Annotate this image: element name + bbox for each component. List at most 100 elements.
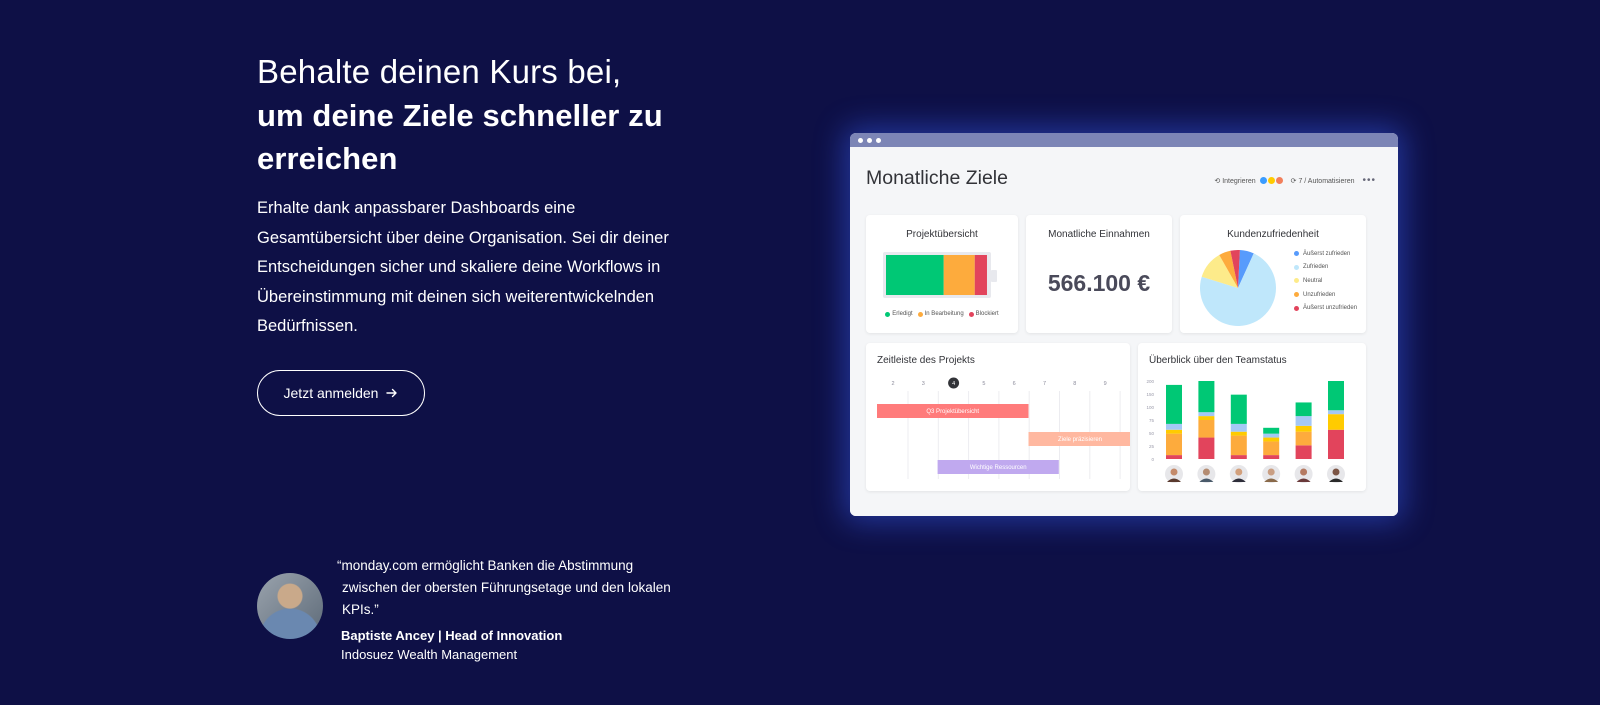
legend-label: Blockiert: [975, 311, 999, 317]
dashboard-toolbar: ⟲ Integrieren ⟳ 7 / Automatisieren •••: [1214, 175, 1376, 186]
automate-label: 7 / Automatisieren: [1298, 177, 1355, 185]
hero-description: Erhalte dank anpassbarer Dashboards eine…: [257, 194, 727, 342]
member-avatar: [1262, 465, 1281, 483]
team-bar-segment: [1166, 433, 1182, 456]
team-y-tick: 150: [1146, 392, 1154, 397]
legend-label: In Bearbeitung: [924, 311, 964, 317]
signup-button[interactable]: Jetzt anmelden: [257, 370, 425, 416]
team-y-tick: 0: [1151, 457, 1154, 462]
member-avatar: [1165, 465, 1183, 483]
progress-segment: [974, 255, 987, 295]
team-bar-segment: [1328, 381, 1344, 411]
description-line: Erhalte dank anpassbarer Dashboards eine: [257, 199, 576, 217]
legend-label: Äußerst zufrieden: [1303, 250, 1351, 257]
pie-slice: [1230, 250, 1240, 288]
timeline-tick-label: 4: [952, 381, 955, 387]
team-bar-segment: [1198, 381, 1215, 413]
team-bar-segment: [1263, 427, 1280, 434]
legend-label: Neutral: [1303, 277, 1323, 284]
testimonial-author: Baptiste Ancey | Head of Innovation: [341, 628, 563, 643]
team-bar-segment: [1295, 402, 1312, 417]
team-bar-segment: [1198, 437, 1215, 459]
app-icons: [1259, 177, 1283, 185]
team-bar-segment: [1263, 441, 1280, 456]
legend-label: Äußerst unzufrieden: [1303, 305, 1358, 312]
headline-light: Behalte deinen Kurs bei,: [257, 53, 622, 90]
team-bar-segment: [1230, 423, 1247, 432]
project-progress-chart: [883, 252, 997, 298]
pie-slice: [1200, 253, 1276, 326]
timeline-tick-label: 5: [982, 381, 985, 387]
integrate-action: ⟲ Integrieren: [1214, 177, 1283, 185]
dashboard-body: Monatliche Ziele ⟲ Integrieren ⟳ 7 / Aut…: [850, 147, 1398, 516]
testimonial-company: Indosuez Wealth Management: [341, 647, 518, 662]
legend-label: Unzufrieden: [1303, 291, 1336, 298]
team-bar-segment: [1198, 416, 1215, 420]
legend-item: Äußerst unzufrieden: [1294, 301, 1357, 315]
legend-item: Äußerst zufrieden: [1294, 247, 1357, 261]
window-dot: [867, 137, 872, 143]
member-avatar: [1197, 465, 1216, 483]
team-bar-segment: [1328, 429, 1344, 459]
signup-button-label: Jetzt anmelden: [283, 385, 379, 401]
legend-dot: [968, 311, 974, 317]
timeline-tick-label: 6: [1013, 381, 1016, 387]
battery-tip: [991, 270, 997, 282]
testimonial-quote: “monday.com ermöglicht Banken die Abstim…: [337, 555, 707, 621]
timeline-tick-label: 2: [891, 381, 894, 387]
team-bar-segment: [1166, 455, 1182, 459]
card-title: Zeitleiste des Projekts: [877, 355, 975, 366]
quote-line: “monday.com ermöglicht Banken die Abstim…: [337, 558, 634, 573]
hero-section: Behalte deinen Kurs bei, um deine Ziele …: [257, 50, 727, 342]
timeline-chart: 2 3 4 5 6 7 8 9 Q3 Projektübersicht Ziele präzisi…: [877, 377, 1130, 479]
team-status-chart: 200 150 100 75 50 25 0: [1146, 379, 1345, 483]
team-bar-segment: [1328, 414, 1344, 430]
integrate-icon: ⟲: [1214, 177, 1221, 185]
card-title: Monatliche Einnahmen: [1048, 229, 1150, 240]
project-legend: Erledigt In Bearbeitung Blockiert: [866, 311, 1018, 317]
team-bar-segment: [1295, 416, 1312, 426]
legend-dot: [1294, 264, 1299, 270]
description-line: Entscheidungen sicher und skaliere deine…: [257, 258, 661, 276]
card-title: Kundenzufriedenheit: [1227, 229, 1319, 240]
revenue-card: Monatliche Einnahmen 566.100 €: [1026, 215, 1172, 333]
member-avatar: [1229, 465, 1248, 483]
legend-dot: [1294, 292, 1299, 298]
legend-dot: [1294, 251, 1299, 257]
window-dot: [858, 137, 863, 143]
team-y-tick: 200: [1146, 379, 1154, 384]
timeline-current-marker: [948, 377, 960, 389]
team-bar-segment: [1230, 394, 1247, 424]
window-dot: [876, 137, 881, 143]
legend-item: Neutral: [1294, 274, 1357, 288]
team-bar-segment: [1295, 431, 1312, 446]
legend-item: In Bearbeitung: [917, 311, 964, 317]
timeline-tick-label: 9: [1104, 381, 1107, 387]
legend-dot: [917, 311, 923, 317]
legend-item: Unzufrieden: [1294, 288, 1357, 302]
team-bar-segment: [1198, 412, 1215, 417]
quote-line: KPIs.”: [342, 602, 379, 617]
window-titlebar: [850, 133, 1398, 147]
arrow-right-icon: [386, 388, 398, 398]
satisfaction-pie-chart: [1200, 250, 1276, 326]
legend-dot: [885, 311, 891, 317]
timeline-tick-label: 7: [1043, 381, 1046, 387]
team-bar-segment: [1198, 420, 1215, 438]
team-bar-segment: [1328, 410, 1344, 415]
quote-line: zwischen der obersten Führungsetage und …: [342, 580, 671, 595]
testimonial-avatar: [257, 573, 323, 639]
project-overview-card: Projektübersicht Erledigt In Bearbeitung…: [866, 215, 1018, 333]
description-line: Bedürfnissen.: [257, 317, 358, 335]
legend-dot: [1294, 305, 1299, 311]
legend-item: Erledigt: [885, 311, 913, 317]
team-bar-segment: [1263, 455, 1280, 459]
timeline-tick-label: 8: [1073, 381, 1076, 387]
team-y-tick: 75: [1149, 418, 1155, 423]
timeline-task-label: Ziele präzisieren: [1058, 437, 1102, 443]
satisfaction-legend: Äußerst zufrieden Zufrieden Neutral Unzu…: [1294, 247, 1357, 315]
team-bar-segment: [1263, 437, 1280, 442]
member-avatar: [1294, 465, 1313, 483]
description-line: Übereinstimmung mit deinen sich weiteren…: [257, 287, 655, 306]
progress-segment: [886, 255, 944, 295]
